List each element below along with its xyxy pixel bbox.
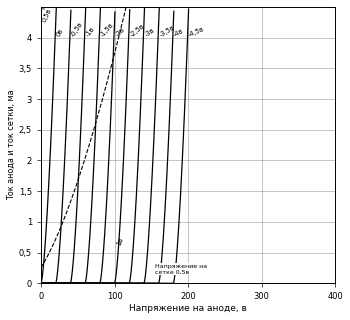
Text: -1,5в: -1,5в xyxy=(99,21,115,38)
Text: -4в: -4в xyxy=(173,28,185,38)
Text: -0,5в: -0,5в xyxy=(70,20,84,38)
Text: Напряжение на
сетке 0,5в: Напряжение на сетке 0,5в xyxy=(155,264,207,275)
Text: 1в: 1в xyxy=(115,236,124,246)
Text: 0в: 0в xyxy=(55,28,64,38)
Text: -3в: -3в xyxy=(144,27,155,38)
Text: -2в: -2в xyxy=(114,26,126,38)
Text: -3,5в: -3,5в xyxy=(158,24,176,38)
Text: -1в: -1в xyxy=(85,26,96,38)
Text: Напряжение на сетке 0: Напряжение на сетке 0 xyxy=(41,0,75,10)
Text: 0,5в: 0,5в xyxy=(41,7,52,23)
Text: -2,5в: -2,5в xyxy=(129,22,146,38)
X-axis label: Напряжение на аноде, в: Напряжение на аноде, в xyxy=(129,304,247,313)
Y-axis label: Ток анода и ток сетки, ма: Ток анода и ток сетки, ма xyxy=(7,90,16,200)
Text: -4,5в: -4,5в xyxy=(188,26,205,38)
